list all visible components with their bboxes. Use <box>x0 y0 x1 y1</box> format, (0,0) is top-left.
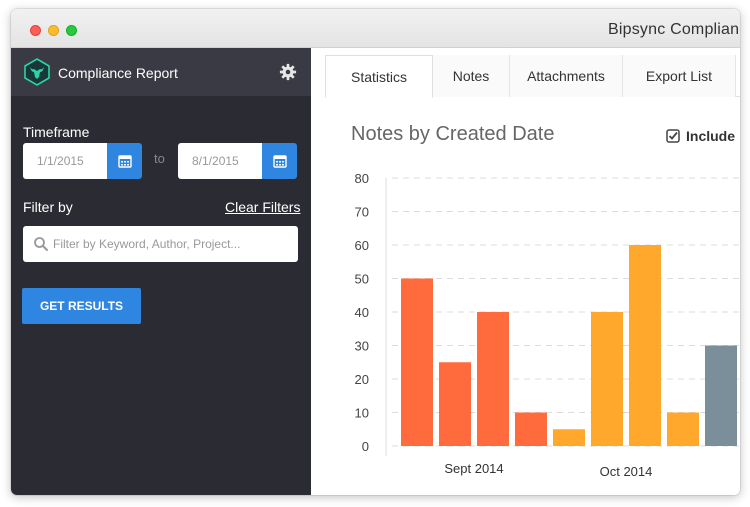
tab-notes[interactable]: Notes <box>433 55 510 97</box>
close-window-button[interactable] <box>30 25 41 36</box>
y-tick-label: 30 <box>355 339 369 354</box>
chart-bar <box>667 412 699 446</box>
y-tick-label: 50 <box>355 272 369 287</box>
sidebar-header: Compliance Report <box>11 48 311 96</box>
title-bar: Bipsync Compliance <box>11 9 740 48</box>
y-axis-ticks: 0 10 20 30 40 50 60 70 80 <box>355 171 369 454</box>
search-input[interactable] <box>53 226 293 262</box>
tab-attachments[interactable]: Attachments <box>510 55 623 97</box>
calendar-icon <box>272 155 287 168</box>
y-tick-label: 80 <box>355 171 369 186</box>
chart-bar <box>591 312 623 446</box>
from-date-input[interactable] <box>23 143 119 179</box>
to-label: to <box>154 151 165 166</box>
chart-bar <box>401 278 433 446</box>
checkbox-checked-icon <box>666 129 680 143</box>
main-panel: Statistics Notes Attachments Export List… <box>311 48 740 495</box>
include-checkbox[interactable]: Include <box>666 128 735 144</box>
maximize-window-button[interactable] <box>66 25 77 36</box>
to-date-input[interactable] <box>178 143 274 179</box>
chart-bar <box>553 429 585 446</box>
bull-logo-icon <box>24 58 50 86</box>
app-window: Bipsync Compliance Compliance Report <box>11 9 740 495</box>
calendar-icon <box>117 155 132 168</box>
chart-bar <box>477 312 509 446</box>
include-label: Include <box>686 128 736 144</box>
gear-icon[interactable] <box>279 63 297 81</box>
app-name: Compliance Report <box>58 65 178 81</box>
tab-export-list[interactable]: Export List <box>623 55 736 97</box>
y-tick-label: 40 <box>355 305 369 320</box>
from-date-calendar-button[interactable] <box>107 143 142 179</box>
chart-bars <box>401 245 737 446</box>
chart-bar <box>705 345 737 446</box>
search-icon <box>34 237 48 251</box>
tab-statistics[interactable]: Statistics <box>325 55 433 98</box>
to-date-calendar-button[interactable] <box>262 143 297 179</box>
sidebar: Compliance Report Timeframe <box>11 48 311 495</box>
y-tick-label: 70 <box>355 205 369 220</box>
y-tick-label: 20 <box>355 372 369 387</box>
y-tick-label: 0 <box>362 439 369 454</box>
y-tick-label: 60 <box>355 238 369 253</box>
search-box <box>23 226 298 262</box>
chart-title: Notes by Created Date <box>351 123 555 145</box>
x-group-label: Sept 2014 <box>444 461 503 476</box>
x-group-label: Oct 2014 <box>600 464 653 479</box>
tab-bar: Statistics Notes Attachments Export List <box>325 55 740 98</box>
get-results-button[interactable]: GET RESULTS <box>22 288 141 324</box>
minimize-window-button[interactable] <box>48 25 59 36</box>
chart-bar <box>629 245 661 446</box>
window-title: Bipsync Compliance <box>608 21 740 38</box>
chart-bar <box>515 412 547 446</box>
timeframe-label: Timeframe <box>23 124 90 140</box>
clear-filters-link[interactable]: Clear Filters <box>225 199 301 215</box>
filter-by-label: Filter by <box>23 199 73 215</box>
chart-bar <box>439 362 471 446</box>
x-axis-labels: Sept 2014 Oct 2014 N <box>444 461 653 479</box>
y-tick-label: 10 <box>355 406 369 421</box>
